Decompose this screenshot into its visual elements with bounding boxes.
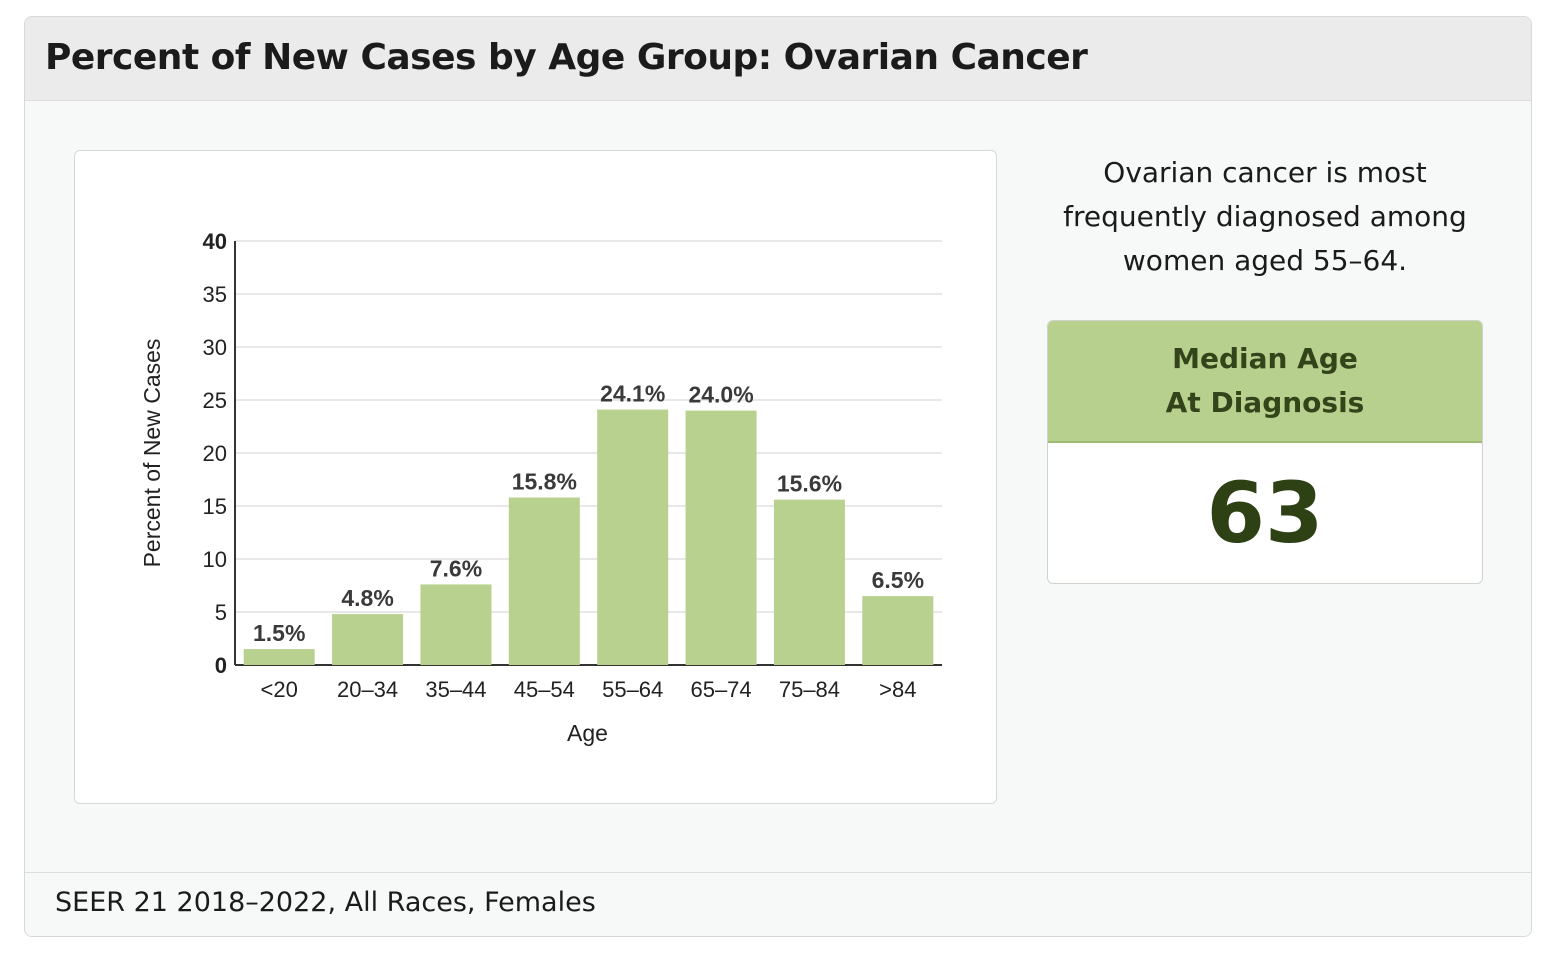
y-tick-label: 5 [215,600,227,625]
x-tick-label: 45–54 [514,677,575,702]
y-tick-label: 15 [203,494,227,519]
y-tick-label: 20 [203,441,227,466]
bar [773,499,845,665]
data-label: 7.6% [430,555,482,581]
median-age-card: Median Age At Diagnosis 63 [1047,320,1483,584]
median-age-value: 63 [1206,464,1324,562]
data-label: 15.6% [777,471,842,497]
bar [862,596,934,665]
y-tick-label: 25 [203,388,227,413]
data-label: 24.1% [600,381,665,407]
data-label: 24.0% [688,382,753,408]
summary-line: Ovarian cancer is most [1103,156,1427,189]
y-tick-label: 35 [203,282,227,307]
bar [597,409,669,665]
median-age-header: Median Age At Diagnosis [1048,321,1482,443]
y-axis-title: Percent of New Cases [139,339,165,568]
bar [332,614,404,665]
x-tick-label: <20 [261,677,298,702]
card-header: Percent of New Cases by Age Group: Ovari… [25,17,1531,101]
y-tick-label: 40 [203,229,227,254]
bar [508,497,580,665]
median-age-label: Median Age [1172,342,1358,375]
card-footer: SEER 21 2018–2022, All Races, Females [25,872,1531,936]
x-tick-label: 75–84 [779,677,840,702]
page-title: Percent of New Cases by Age Group: Ovari… [45,37,1088,78]
chart-panel: 0 5 10 15 20 25 30 35 40 1.5% <20 4.8% 20–34 7.6% 35–4… [74,150,997,804]
data-label: 6.5% [872,567,924,593]
bar [685,410,757,665]
x-tick-label: 35–44 [425,677,486,702]
y-tick-label: 0 [215,653,227,678]
x-axis-title: Age [567,720,608,746]
data-label: 1.5% [253,620,305,646]
data-label: 4.8% [341,585,393,611]
summary-line: frequently diagnosed among [1063,200,1467,233]
bar [243,649,315,665]
x-tick-label: 65–74 [690,677,751,702]
summary-text: Ovarian cancer is most frequently diagno… [1047,151,1483,283]
x-tick-label: 55–64 [602,677,663,702]
data-source: SEER 21 2018–2022, All Races, Females [55,887,596,918]
median-age-sublabel: At Diagnosis [1165,386,1365,419]
x-tick-label: 20–34 [337,677,398,702]
x-tick-label: >84 [879,677,916,702]
data-label: 15.8% [512,469,577,495]
y-tick-label: 10 [203,547,227,572]
summary-line: women aged 55–64. [1122,244,1408,277]
chart-card: Percent of New Cases by Age Group: Ovari… [24,16,1532,937]
y-tick-label: 30 [203,335,227,360]
bar [420,584,492,665]
bar-chart: 0 5 10 15 20 25 30 35 40 1.5% <20 4.8% 20–34 7.6% 35–4… [139,229,942,746]
